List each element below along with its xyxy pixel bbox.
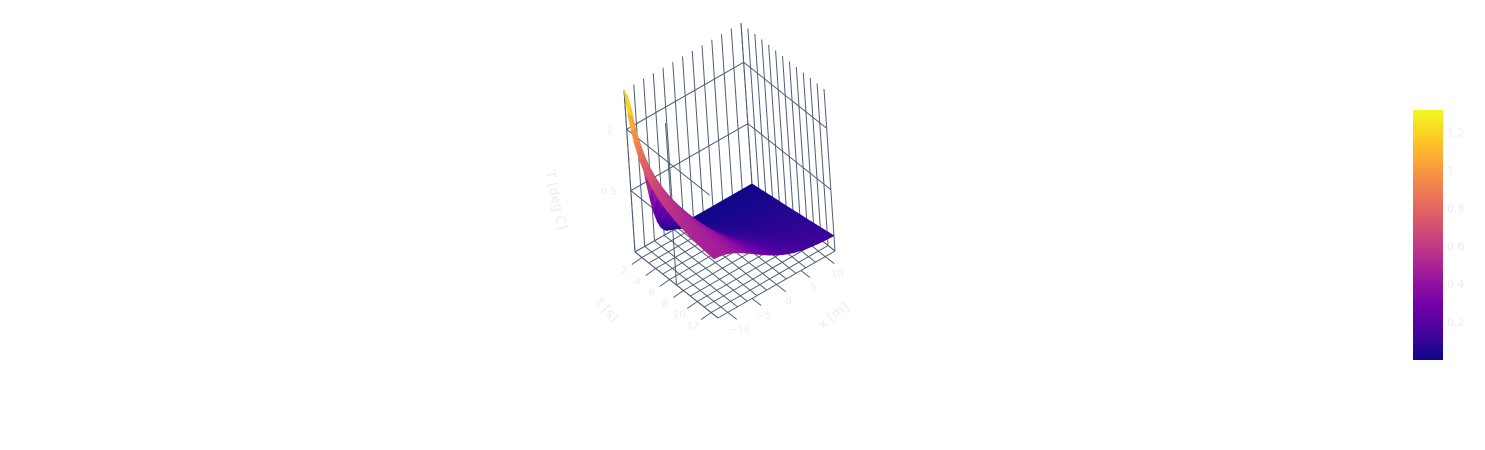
colorbar-tick-label: 1.2 (1447, 127, 1465, 140)
grid-line (730, 28, 743, 191)
t-tick-mark (645, 268, 657, 276)
x-tick-label: 10 (831, 269, 844, 280)
grid-line (691, 50, 704, 213)
colorbar-tick-label: 0.2 (1447, 316, 1465, 329)
t-tick-label: 2 (621, 266, 627, 277)
x-tick-label: −5 (757, 310, 772, 321)
grid-line (703, 239, 822, 308)
grid-line (761, 39, 774, 202)
grid-line (643, 78, 655, 241)
grid-lines (623, 22, 836, 319)
t-tick-label: 12 (687, 321, 700, 332)
grid-line (802, 72, 815, 235)
grid-line (768, 44, 781, 208)
x-tick-label: 5 (810, 283, 816, 294)
t-tick-mark (700, 312, 712, 320)
grid-line (623, 89, 636, 253)
grid-line (710, 245, 829, 313)
grid-line (816, 83, 829, 246)
grid-line (743, 61, 827, 129)
t-tick-label: 4 (635, 277, 641, 288)
surface-patch (711, 255, 718, 260)
grid-line (740, 22, 753, 186)
grid-line (795, 66, 808, 230)
colorbar-tick-label: 1 (1447, 165, 1454, 178)
t-tick-mark (659, 279, 670, 287)
t-tick-label: 6 (648, 288, 654, 299)
grid-line (747, 123, 832, 191)
x-tick-mark (751, 298, 762, 306)
t-tick-mark (673, 290, 684, 298)
x-tick-mark (800, 270, 811, 278)
z-tick-label: 0.5 (601, 187, 617, 198)
grid-line (788, 61, 801, 224)
z-axis-title: T [deg C] (542, 168, 569, 231)
t-tick-label: 8 (662, 299, 668, 310)
t-tick-mark (686, 301, 698, 309)
grid-line (721, 34, 733, 197)
y-axis-title: t [s] (592, 296, 621, 325)
grid-line (626, 128, 710, 196)
grid-line (782, 55, 794, 219)
z-tick-label: 1 (606, 125, 612, 136)
surface (623, 90, 835, 260)
x-tick-mark (824, 256, 835, 264)
colorbar-gradient (1413, 110, 1443, 360)
grid-line (809, 77, 822, 241)
colorbar-ticks: 0.2 0.4 0.6 0.8 1 1.2 (1447, 127, 1465, 329)
x-axis-title: x [m] (816, 300, 853, 333)
grid-line (682, 56, 694, 219)
colorbar-tick-label: 0.8 (1447, 202, 1465, 215)
colorbar-tick-label: 0.6 (1447, 240, 1465, 253)
grid-line (823, 88, 836, 252)
grid-line (754, 33, 767, 197)
grid-line (775, 50, 788, 213)
grid-line (626, 61, 744, 130)
t-tick-label: 10 (673, 310, 686, 321)
grid-line (701, 45, 714, 208)
colorbar-tick-label: 0.4 (1447, 278, 1465, 291)
x-tick-label: −10 (729, 324, 750, 335)
x-tick-mark (776, 284, 786, 292)
t-tick-mark (631, 257, 643, 265)
colorbar: 0.2 0.4 0.6 0.8 1 1.2 (1413, 110, 1465, 360)
grid-line (747, 28, 760, 191)
grid-line (711, 39, 724, 202)
x-tick-label: 0 (785, 297, 791, 308)
grid-line (672, 62, 685, 225)
x-tick-mark (727, 312, 738, 320)
grid-line (633, 84, 646, 247)
